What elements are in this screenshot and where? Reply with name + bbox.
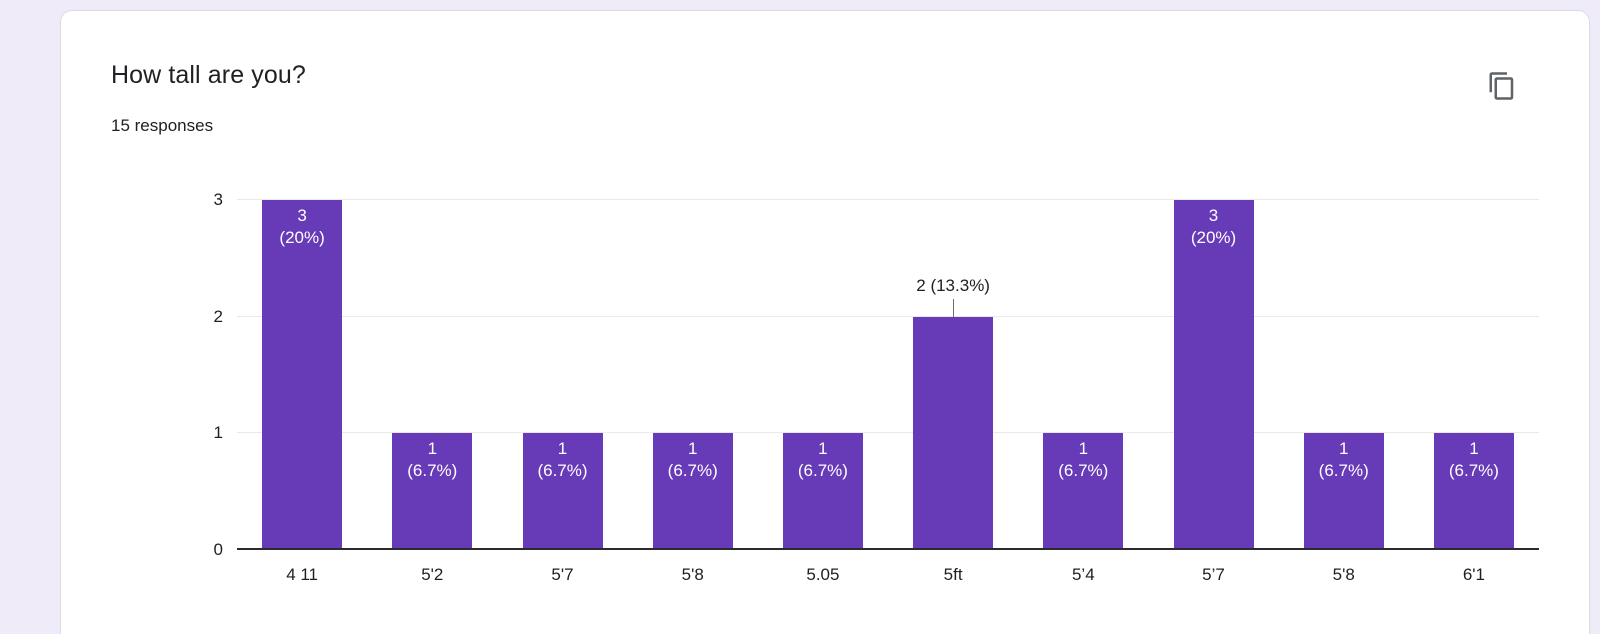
bar-slot: 3 (20%) (1148, 200, 1278, 550)
bar: 1 (6.7%) (392, 433, 473, 550)
bar-slot: 1 (6.7%) (1018, 200, 1148, 550)
bar-slot: 1 (6.7%) (497, 200, 627, 550)
bar-slot: 1 (6.7%) (1409, 200, 1539, 550)
x-tick-label: 5ft (943, 565, 963, 584)
x-tick-label: 5'8 (1332, 565, 1355, 584)
bar-value-label-inside: 1 (6.7%) (1058, 439, 1109, 481)
question-title: How tall are you? (111, 61, 306, 89)
bar-value-label-inside: 1 (6.7%) (537, 439, 588, 481)
bar-value-label-inside: 1 (6.7%) (797, 439, 848, 481)
bar: 3 (20%) (1173, 200, 1254, 550)
plot-area: 0 1 2 3 3 (20%) 1 (6.7%) 1 (6.7%) 1 (6.7%) 1 (6.7%) 2 … (214, 190, 1539, 559)
bar-value-label-inside: 1 (6.7%) (1448, 439, 1499, 481)
bar-slot: 1 (6.7%) (628, 200, 758, 550)
x-tick-label: 5'8 (681, 565, 704, 584)
bar: 1 (6.7%) (1433, 433, 1514, 550)
bar-value-label-inside: 1 (6.7%) (667, 439, 718, 481)
responses-count: 15 responses (111, 116, 214, 135)
bar-slot: 1 (6.7%) (367, 200, 497, 550)
x-axis-labels: 4 11 5'2 5'7 5'8 5.05 5ft 5’4 5’7 5'8 6'1 (237, 565, 1539, 585)
copy-icon (1489, 72, 1514, 100)
y-tick-label: 0 (213, 540, 223, 559)
copy-button[interactable] (1481, 65, 1523, 107)
bar: 3 (20%) (262, 200, 343, 550)
bar-slot: 1 (6.7%) (758, 200, 888, 550)
label-leader-line (952, 298, 954, 317)
question-summary-card: How tall are you? 15 responses 0 1 2 3 3 (20%… (60, 10, 1590, 634)
x-axis-baseline (237, 548, 1539, 550)
x-tick-label: 4 11 (286, 565, 319, 584)
x-tick-label: 6'1 (1462, 565, 1485, 584)
bar-value-label-inside: 1 (6.7%) (407, 439, 458, 481)
y-tick-label: 3 (213, 190, 223, 209)
bar (913, 316, 994, 550)
bar-value-label-inside: 3 (20%) (279, 206, 325, 247)
bar-value-label-inside: 1 (6.7%) (1318, 439, 1369, 481)
bar-slot: 1 (6.7%) (1279, 200, 1409, 550)
x-tick-label: 5’7 (1202, 565, 1225, 584)
x-tick-label: 5.05 (806, 565, 840, 584)
bar: 1 (6.7%) (1303, 433, 1384, 550)
bar: 1 (6.7%) (522, 433, 603, 550)
gridline (237, 199, 1539, 200)
gridline (237, 432, 1539, 434)
x-tick-label: 5'7 (551, 565, 574, 584)
gridline (237, 315, 1539, 317)
x-tick-label: 5’4 (1071, 565, 1095, 584)
y-tick-label: 1 (213, 423, 223, 443)
bar-value-label-above: 2 (13.3%) (916, 275, 990, 295)
bar: 1 (6.7%) (652, 433, 733, 550)
bar-value-label-inside: 3 (20%) (1190, 206, 1237, 247)
y-tick-label: 2 (213, 306, 223, 326)
bars-row: 3 (20%) 1 (6.7%) 1 (6.7%) 1 (6.7%) 1 (6.7%) 2 (13.… (237, 200, 1539, 550)
bar-slot: 2 (13.3%) (888, 200, 1018, 550)
bar-slot: 3 (20%) (237, 200, 367, 550)
x-tick-label: 5'2 (421, 565, 444, 584)
bar-chart: 0 1 2 3 3 (20%) 1 (6.7%) 1 (6.7%) 1 (6.7%) 1 (6.7%) 2 … (214, 190, 1539, 585)
bar: 1 (6.7%) (782, 433, 863, 550)
bar: 1 (6.7%) (1043, 433, 1124, 550)
